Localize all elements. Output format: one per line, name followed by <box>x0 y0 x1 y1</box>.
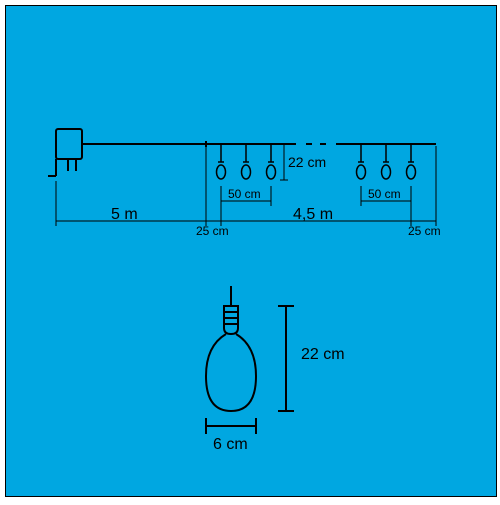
label-drop-22cm: 22 cm <box>288 154 326 170</box>
label-50cm-left: 50 cm <box>228 187 261 201</box>
label-50cm-right: 50 cm <box>368 187 401 201</box>
diagram-frame: 22 cm 50 cm 50 cm 5 m 4,5 m 25 cm 25 cm … <box>5 5 497 497</box>
label-25cm-left: 25 cm <box>196 224 229 238</box>
label-5m: 5 m <box>111 206 138 224</box>
diagram-svg <box>6 6 496 496</box>
label-4-5m: 4,5 m <box>293 206 333 224</box>
label-bulb-width: 6 cm <box>213 436 248 454</box>
label-25cm-right: 25 cm <box>408 224 441 238</box>
label-bulb-height: 22 cm <box>301 346 345 364</box>
background <box>6 6 496 496</box>
